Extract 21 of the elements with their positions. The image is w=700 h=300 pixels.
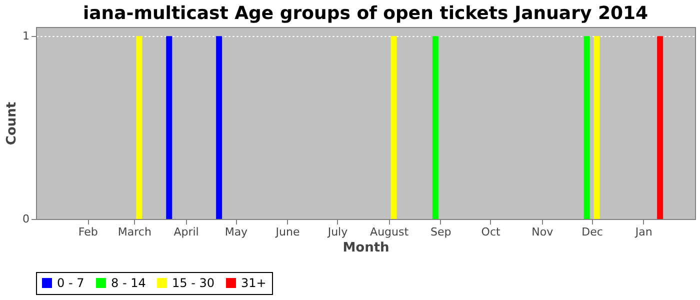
y-tick-label: 1 — [22, 30, 30, 43]
legend-label: 8 - 14 — [111, 276, 146, 290]
y-tick-label: 0 — [22, 212, 30, 226]
x-tick-label: Jan — [634, 226, 652, 238]
x-tick-label: Feb — [78, 226, 98, 238]
x-axis-title: Month — [342, 240, 390, 256]
x-tick-label: April — [174, 226, 199, 238]
legend-label: 0 - 7 — [57, 276, 84, 290]
x-tick-label: July — [326, 226, 348, 238]
x-tick-label: March — [118, 226, 152, 238]
x-tick-label: Nov — [532, 226, 554, 238]
chart-title: iana-multicast Age groups of open tickets January 2014 — [82, 3, 648, 24]
y-axis-title: Count — [4, 102, 20, 146]
x-tick-label: Oct — [481, 226, 501, 238]
x-tick-label: Sep — [430, 226, 452, 238]
x-tick-label: May — [224, 226, 248, 238]
x-tick-label: Dec — [582, 226, 603, 238]
x-tick-label: June — [274, 226, 300, 238]
x-tick-label: August — [370, 226, 410, 238]
legend-label: 31+ — [241, 276, 266, 290]
legend-label: 15 - 30 — [172, 276, 214, 290]
